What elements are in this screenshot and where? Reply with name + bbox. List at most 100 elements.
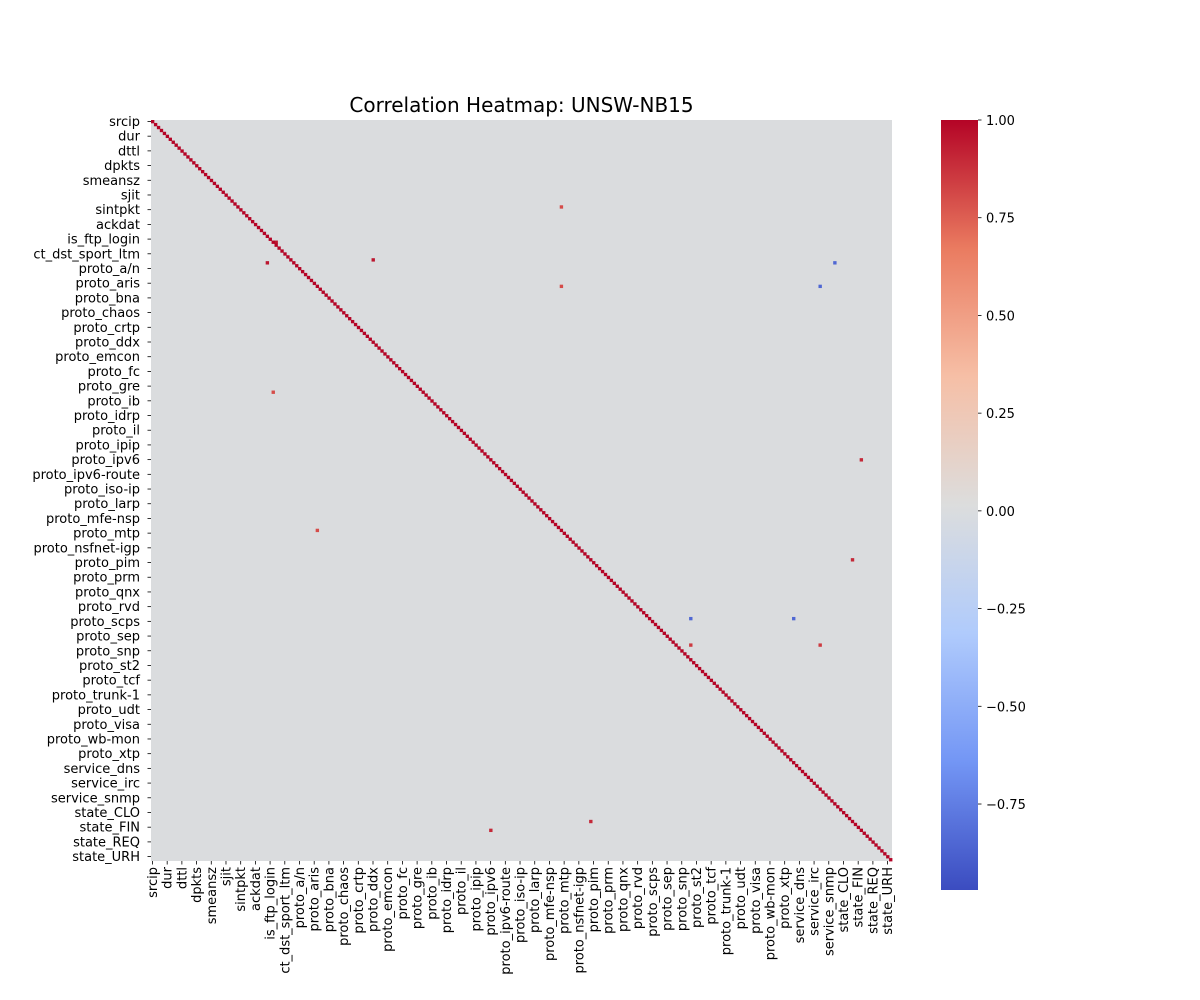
heatmap-diagonal-cell — [339, 308, 343, 312]
x-tick-label: proto_fc — [396, 867, 411, 920]
heatmap-diagonal-cell — [833, 802, 837, 806]
heatmap-diagonal-cell — [844, 813, 849, 818]
heatmap-diagonal-cell — [568, 537, 572, 541]
heatmap-diagonal-cell — [724, 693, 728, 697]
heatmap-diagonal-cell — [180, 149, 184, 153]
x-tick-label: proto_a/n — [293, 867, 308, 928]
y-tick-label: state_CLO — [74, 806, 140, 821]
y-tick-label: proto_bna — [75, 291, 140, 306]
heatmap-diagonal-cell — [162, 131, 167, 136]
heatmap-diagonal-cell — [386, 355, 390, 359]
heatmap-diagonal-cell — [489, 458, 493, 462]
heatmap-diagonal-cell — [406, 375, 411, 380]
x-tick-label: service_snmp — [822, 867, 837, 956]
heatmap-diagonal-cell — [483, 452, 487, 456]
colorbar-tick-label: −0.50 — [986, 700, 1026, 715]
heatmap-diagonal-cell — [647, 616, 652, 621]
x-tick-label: proto_chaos — [337, 867, 352, 946]
y-tick-label: proto_sep — [76, 630, 140, 645]
x-tick-label: state_FIN — [852, 867, 867, 927]
heatmap-diagonal-cell — [812, 781, 816, 785]
x-tick-label: proto_rvd — [631, 867, 646, 929]
heatmap-diagonal-cell — [306, 275, 311, 280]
heatmap-diagonal-cell — [650, 619, 655, 624]
y-tick-label: service_dns — [64, 762, 141, 777]
heatmap-diagonal-cell — [153, 122, 158, 127]
heatmap-cell — [489, 828, 493, 833]
x-tick-label: state_CLO — [837, 867, 852, 933]
heatmap-diagonal-cell — [733, 702, 737, 706]
heatmap-diagonal-cell — [742, 711, 746, 715]
heatmap-diagonal-cell — [530, 499, 534, 503]
heatmap-diagonal-cell — [794, 763, 799, 768]
heatmap-diagonal-cell — [780, 749, 784, 753]
heatmap-diagonal-cell — [212, 181, 217, 186]
heatmap-diagonal-cell — [295, 264, 299, 268]
x-tick-label: proto_wb-mon — [763, 867, 778, 960]
heatmap-diagonal-cell — [697, 666, 702, 671]
heatmap-diagonal-cell — [183, 152, 187, 156]
heatmap-diagonal-cell — [250, 219, 255, 224]
y-tick-label: state_REQ — [73, 835, 140, 850]
heatmap-diagonal-cell — [518, 487, 522, 491]
y-tick-label: proto_iso-ip — [64, 483, 140, 498]
x-tick-label: proto_idrp — [440, 867, 455, 933]
heatmap-diagonal-cell — [336, 305, 340, 309]
heatmap-diagonal-cell — [303, 272, 308, 277]
heatmap-diagonal-cell — [577, 546, 581, 550]
y-tick-label: proto_emcon — [55, 350, 140, 365]
heatmap-diagonal-cell — [480, 449, 484, 453]
x-tick-label: proto_bna — [322, 867, 337, 932]
heatmap-diagonal-cell — [874, 843, 878, 847]
heatmap-diagonal-cell — [803, 772, 808, 777]
y-tick-label: proto_chaos — [61, 306, 140, 321]
x-axis-ticks: srcip dur dttl dpkts smeansz sjit sintpkt ackda… — [146, 861, 896, 975]
heatmap-diagonal-cell — [762, 731, 766, 735]
x-tick-label: proto_emcon — [381, 867, 396, 952]
heatmap-diagonal-cell — [847, 816, 852, 821]
heatmap-diagonal-cell — [442, 411, 446, 415]
heatmap-diagonal-cell — [765, 734, 769, 738]
y-tick-label: sintpkt — [95, 203, 140, 218]
heatmap-diagonal-cell — [624, 593, 628, 597]
heatmap-cell — [689, 643, 693, 647]
heatmap-diagonal-cell — [159, 128, 164, 133]
heatmap-diagonal-cell — [800, 769, 805, 774]
x-tick-label: proto_visa — [749, 867, 764, 934]
heatmap-diagonal-cell — [318, 287, 322, 291]
x-tick-label: proto_prm — [602, 867, 617, 934]
heatmap-cell — [818, 284, 822, 289]
y-tick-label: proto_ipv6 — [71, 453, 140, 468]
heatmap-diagonal-cell — [445, 414, 449, 418]
heatmap-diagonal-cell — [151, 120, 155, 124]
heatmap-diagonal-cell — [524, 493, 528, 497]
heatmap-diagonal-cell — [356, 325, 361, 330]
heatmap-diagonal-cell — [348, 317, 352, 321]
x-tick-label: proto_nsfnet-igp — [572, 867, 587, 974]
y-tick-label: proto_nsfnet-igp — [33, 541, 140, 556]
y-tick-label: proto_trunk-1 — [52, 688, 140, 703]
heatmap-diagonal-cell — [424, 393, 428, 397]
x-tick-label: proto_qnx — [616, 867, 631, 932]
heatmap-diagonal-cell — [612, 581, 616, 585]
heatmap-diagonal-cell — [206, 175, 211, 180]
heatmap-diagonal-cell — [242, 211, 246, 215]
x-tick-label: proto_st2 — [690, 867, 705, 928]
heatmap-diagonal-cell — [350, 319, 355, 324]
heatmap-diagonal-cell — [550, 519, 555, 524]
y-axis-ticks: srcipdurdttldpktssmeanszsjitsintpktackda… — [32, 115, 151, 865]
heatmap-cell — [689, 616, 693, 621]
heatmap-diagonal-cell — [200, 169, 205, 174]
y-tick-label: proto_il — [92, 424, 140, 439]
y-tick-label: proto_rvd — [78, 600, 140, 615]
heatmap-diagonal-cell — [218, 187, 222, 191]
heatmap-diagonal-cell — [486, 455, 490, 459]
y-tick-label: state_URH — [72, 850, 140, 865]
y-tick-label: proto_pim — [75, 556, 140, 571]
heatmap-diagonal-cell — [312, 281, 317, 286]
x-tick-label: proto_ipip — [469, 867, 484, 932]
heatmap-diagonal-cell — [277, 246, 281, 250]
heatmap-diagonal-cell — [506, 475, 511, 480]
heatmap-diagonal-cell — [174, 143, 178, 147]
